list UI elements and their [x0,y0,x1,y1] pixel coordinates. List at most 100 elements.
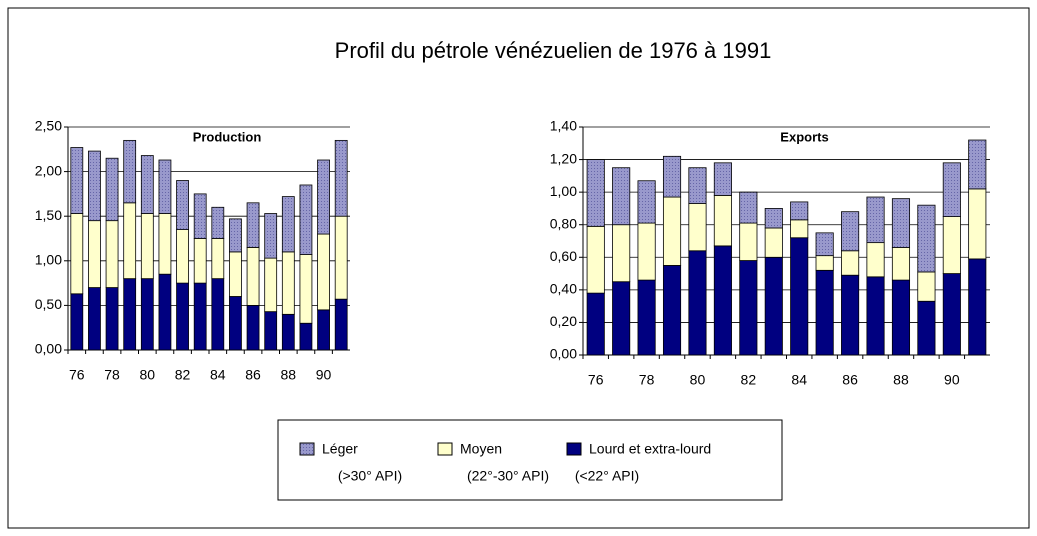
bar-segment [739,222,758,261]
bar-segment [176,282,189,351]
bar-segment [713,194,732,247]
legend-swatch [566,442,582,456]
bar-segment [281,313,295,351]
bar-segment [299,184,313,255]
legend-label: Moyen [460,441,502,457]
bar-segment [229,218,242,253]
legend-detail: (<22° API) [575,468,639,484]
bar-segment [586,292,605,356]
y-tick-label: 0,60 [550,248,577,264]
bar-segment [123,278,137,351]
bar-segment [158,273,172,351]
bar-segment [586,225,605,294]
bar-segment [246,202,260,248]
x-tick-label: 78 [639,372,655,388]
bar-segment [637,180,656,224]
y-tick-label: 0,50 [35,296,62,312]
bar-segment [158,213,172,275]
bar-segment [637,222,656,281]
bar-segment [264,213,278,259]
legend-detail: (22°-30° API) [467,468,549,484]
bar-segment [317,233,330,311]
x-tick-label: 84 [791,372,807,388]
bar-segment [891,198,911,248]
bar-segment [790,237,809,356]
bar-segment [815,232,834,257]
y-tick-label: 0,80 [550,215,577,231]
bar-segment [70,213,84,295]
bar-segment [866,276,885,356]
y-tick-label: 0,00 [35,341,62,357]
bar-segment [211,238,225,280]
bar-segment [790,201,809,221]
bar-segment [317,159,330,235]
bar-segment [193,282,207,351]
legend-swatch [437,442,453,456]
bar-segment [229,251,242,297]
bar-segment [193,238,207,284]
legend-label: Léger [322,441,358,457]
y-tick-label: 1,20 [550,150,577,166]
bar-segment [612,281,631,356]
y-tick-label: 0,00 [550,346,577,362]
bar-segment [317,309,330,351]
x-tick-label: 80 [690,372,706,388]
bar-segment [299,322,313,351]
y-tick-label: 1,00 [35,252,62,268]
y-tick-label: 1,00 [550,183,577,199]
bar-segment [662,196,682,266]
x-tick-label: 90 [316,367,332,383]
x-tick-label: 84 [210,367,226,383]
bar-segment [968,139,987,190]
subchart-title: Exports [780,129,828,144]
bar-segment [123,139,137,204]
bar-segment [193,193,207,239]
y-tick-label: 1,50 [35,207,62,223]
bar-segment [140,155,154,214]
bar-segment [917,271,936,302]
bar-segment [891,279,911,356]
bar-segment [586,159,605,227]
legend-box [277,419,783,501]
bar-segment [211,278,225,351]
bar-segment [815,269,834,356]
x-tick-label: 82 [741,372,757,388]
bar-segment [612,224,631,283]
x-tick-label: 80 [140,367,156,383]
bar-segment [637,279,656,356]
bar-segment [764,208,783,229]
bar-segment [866,196,885,244]
bar-segment [739,191,758,224]
bar-segment [866,242,885,278]
bar-segment [264,311,278,351]
bar-segment [688,203,707,252]
bar-segment [764,256,783,356]
bar-segment [612,167,631,226]
x-tick-label: 82 [175,367,191,383]
x-tick-label: 88 [893,372,909,388]
bar-segment [917,300,936,356]
bar-segment [246,304,260,351]
bar-segment [334,139,348,217]
bar-segment [88,220,101,288]
bar-segment [140,278,154,351]
bar-segment [334,215,348,300]
bar-segment [70,293,84,351]
bar-segment [713,162,732,196]
y-tick-label: 1,40 [550,118,577,134]
bar-segment [841,250,860,276]
bar-segment [88,287,101,351]
x-tick-label: 76 [69,367,85,383]
x-tick-label: 86 [245,367,261,383]
y-tick-label: 0,20 [550,313,577,329]
y-tick-label: 2,00 [35,162,62,178]
bar-segment [739,260,758,356]
bar-segment [942,273,961,356]
bar-segment [790,219,809,239]
bar-segment [246,247,260,306]
bar-segment [176,180,189,230]
legend-swatch [299,442,315,456]
subchart-title: Production [193,129,262,144]
bar-segment [841,274,860,356]
